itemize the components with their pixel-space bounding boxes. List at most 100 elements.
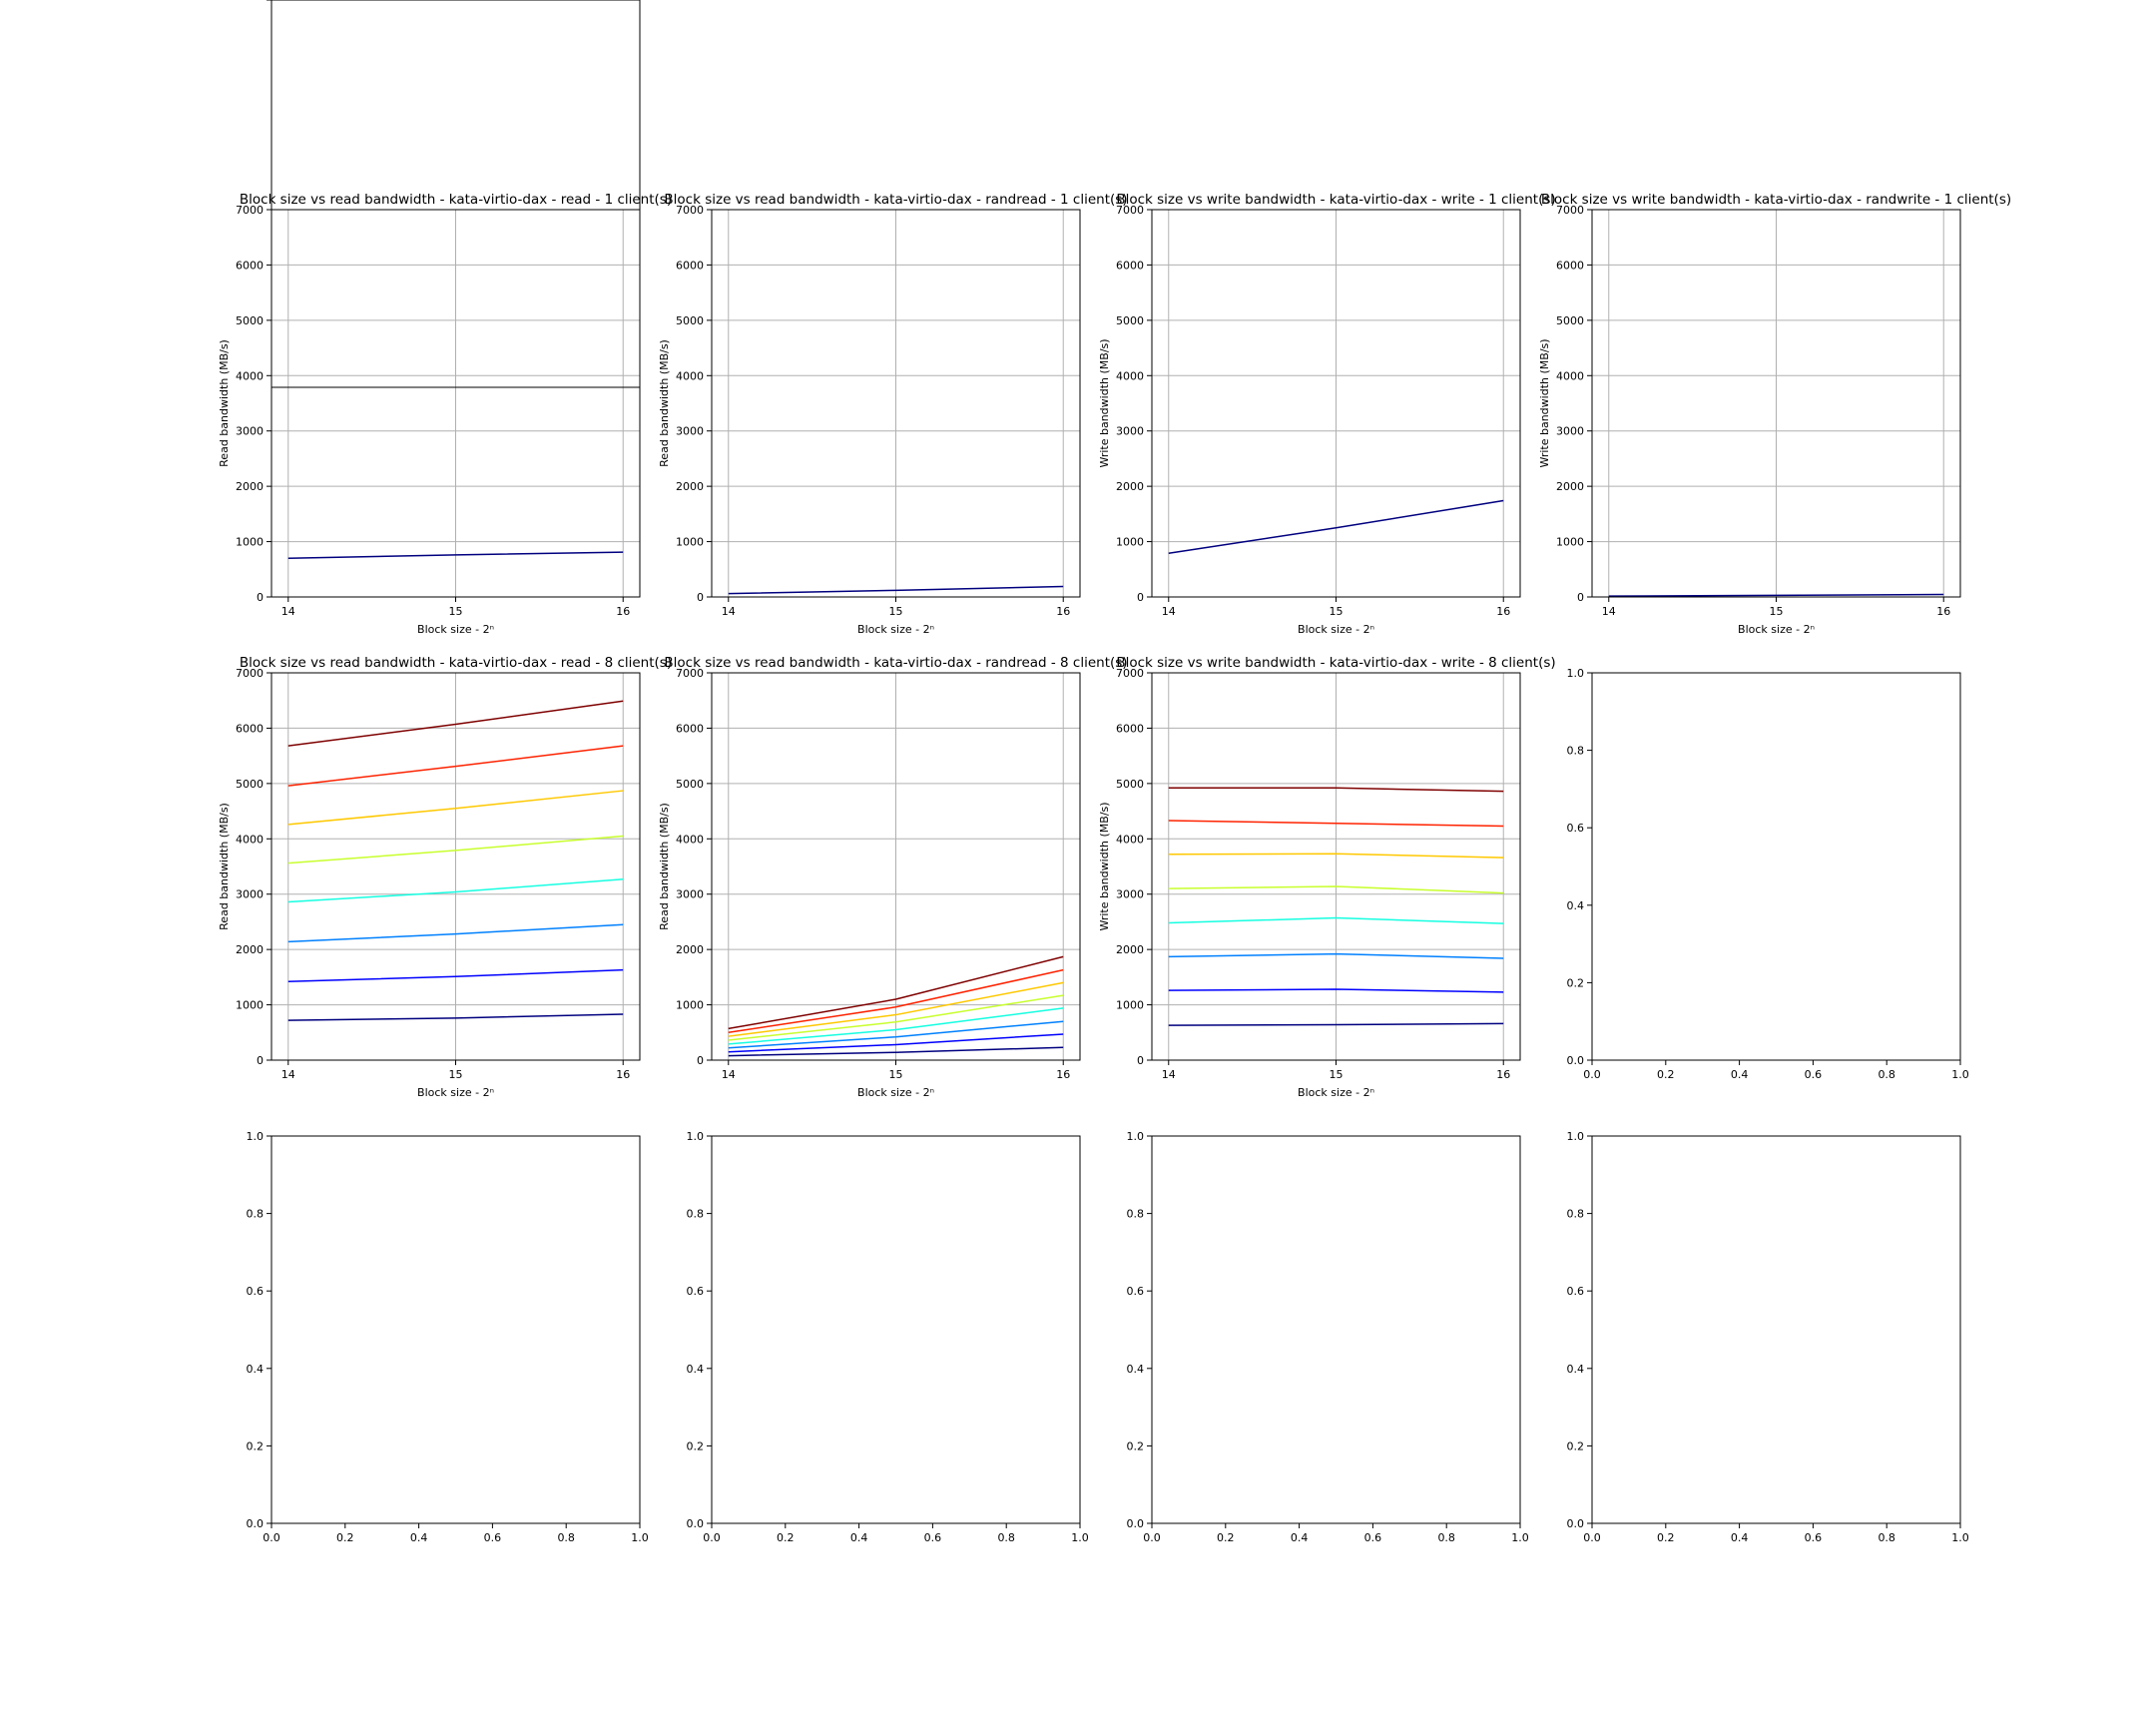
y-tick-label: 2000 bbox=[236, 943, 264, 956]
y-tick-label: 1000 bbox=[1556, 536, 1584, 549]
y-tick-label: 6000 bbox=[1116, 259, 1144, 272]
x-tick-label: 15 bbox=[889, 1068, 903, 1081]
x-tick-label: 0.2 bbox=[336, 0, 354, 3]
x-tick-label: 16 bbox=[616, 1068, 630, 1081]
y-axis-label: Read bandwidth (MB/s) bbox=[218, 339, 231, 467]
axes-frame bbox=[1591, 672, 1961, 1061]
x-tick-label: 14 bbox=[1602, 605, 1616, 618]
y-tick-label: 7000 bbox=[676, 667, 704, 680]
x-tick-label: 1.0 bbox=[631, 0, 649, 3]
y-tick-label: 0 bbox=[697, 591, 704, 604]
y-tick-label: 4000 bbox=[1556, 369, 1584, 382]
series-line-1 bbox=[287, 1013, 624, 1021]
y-tick-label: 5000 bbox=[236, 314, 264, 327]
y-tick-label: 0.0 bbox=[247, 1517, 265, 1530]
x-tick-label: 14 bbox=[281, 1068, 295, 1081]
y-tick-label: 6000 bbox=[676, 259, 704, 272]
series-line-8 bbox=[1168, 787, 1504, 793]
series-line-2 bbox=[1168, 988, 1504, 993]
x-axis-label: Block size - 2ⁿ bbox=[857, 1086, 934, 1099]
x-tick-label: 1.0 bbox=[1071, 1531, 1089, 1544]
x-tick-label: 0.0 bbox=[1583, 1068, 1601, 1081]
y-tick-label: 0.8 bbox=[247, 0, 265, 3]
subplot-1: 14 15 1601000200030004000500060007000Block… bbox=[218, 192, 672, 636]
x-tick-label: 0.2 bbox=[1657, 1531, 1675, 1544]
y-tick-label: 5000 bbox=[676, 314, 704, 327]
series-line-4 bbox=[1168, 916, 1504, 924]
series-line-3 bbox=[728, 1020, 1064, 1049]
x-tick-label: 0.4 bbox=[1731, 1068, 1749, 1081]
y-tick-label: 0.8 bbox=[247, 1208, 265, 1221]
y-tick-label: 0.4 bbox=[247, 1363, 265, 1376]
y-tick-label: 0.4 bbox=[247, 0, 265, 3]
y-tick-label: 0.0 bbox=[247, 0, 265, 3]
y-tick-label: 0.4 bbox=[1567, 1363, 1585, 1376]
series-line-1 bbox=[1168, 499, 1504, 554]
y-tick-label: 6000 bbox=[676, 722, 704, 735]
chart-title: Block size vs write bandwidth - kata-vir… bbox=[1541, 192, 2011, 208]
y-tick-label: 1000 bbox=[1116, 999, 1144, 1012]
subplot-10: 0.0 0.2 0.4 0.6 0.8 1.0 0.0 0.2 0.4 0.6 0.8 1.0 bbox=[687, 1130, 1089, 1544]
x-tick-label: 0.4 bbox=[1731, 1531, 1749, 1544]
x-tick-label: 16 bbox=[1496, 605, 1510, 618]
y-tick-label: 0.0 bbox=[1567, 1054, 1585, 1067]
y-tick-label: 1.0 bbox=[247, 1130, 265, 1143]
y-tick-label: 1.0 bbox=[1127, 1130, 1145, 1143]
chart-title: Block size vs read bandwidth - kata-virt… bbox=[664, 655, 1127, 671]
series-line-6 bbox=[728, 981, 1064, 1037]
subplot-13: 0.00.20.40.60.81.00.00.20.40.60.81.0 bbox=[247, 0, 649, 388]
series-line-8 bbox=[728, 955, 1064, 1030]
chart-title: Block size vs read bandwidth - kata-virt… bbox=[240, 655, 672, 671]
subplot-6: 14 15 1601000200030004000500060007000Block… bbox=[658, 655, 1128, 1099]
y-tick-label: 4000 bbox=[1116, 369, 1144, 382]
chart-title: Block size vs read bandwidth - kata-virt… bbox=[664, 192, 1127, 208]
x-tick-label: 0.0 bbox=[703, 1531, 721, 1544]
series-line-8 bbox=[287, 700, 624, 747]
y-tick-label: 5000 bbox=[1116, 314, 1144, 327]
series-line-4 bbox=[287, 878, 624, 903]
x-axis-label: Block size - 2ⁿ bbox=[857, 623, 934, 636]
y-tick-label: 0.4 bbox=[687, 1363, 705, 1376]
x-tick-label: 15 bbox=[1770, 605, 1784, 618]
y-tick-label: 0.2 bbox=[687, 1439, 705, 1452]
x-tick-label: 0.2 bbox=[777, 1531, 795, 1544]
y-tick-label: 0 bbox=[1137, 591, 1144, 604]
y-tick-label: 0.8 bbox=[687, 1208, 705, 1221]
y-tick-label: 7000 bbox=[236, 204, 264, 217]
y-tick-label: 2000 bbox=[236, 480, 264, 493]
axes-frame bbox=[1151, 1135, 1521, 1524]
x-tick-label: 1.0 bbox=[631, 1531, 649, 1544]
y-tick-label: 0.2 bbox=[247, 1439, 265, 1452]
y-tick-label: 7000 bbox=[1116, 204, 1144, 217]
x-tick-label: 14 bbox=[722, 1068, 736, 1081]
y-axis-label: Read bandwidth (MB/s) bbox=[218, 803, 231, 930]
x-tick-label: 0.2 bbox=[1217, 1531, 1235, 1544]
y-tick-label: 1000 bbox=[1116, 536, 1144, 549]
y-tick-label: 0.4 bbox=[1567, 899, 1585, 912]
y-tick-label: 2000 bbox=[676, 480, 704, 493]
subplot-4: 14 15 1601000200030004000500060007000Block… bbox=[1538, 192, 2011, 636]
y-axis-label: Read bandwidth (MB/s) bbox=[658, 339, 671, 467]
y-tick-label: 0.2 bbox=[247, 0, 265, 3]
series-line-6 bbox=[287, 790, 624, 826]
x-tick-label: 0.4 bbox=[410, 1531, 428, 1544]
y-tick-label: 0.6 bbox=[247, 1285, 265, 1298]
series-line-1 bbox=[287, 551, 624, 559]
y-tick-label: 0 bbox=[1577, 591, 1584, 604]
x-tick-label: 1.0 bbox=[1951, 1068, 1969, 1081]
y-axis-label: Read bandwidth (MB/s) bbox=[658, 803, 671, 930]
series-line-3 bbox=[1168, 952, 1504, 959]
y-tick-label: 0.4 bbox=[1127, 1363, 1145, 1376]
series-line-5 bbox=[728, 994, 1064, 1041]
y-tick-label: 0.2 bbox=[1127, 1439, 1145, 1452]
x-tick-label: 15 bbox=[889, 605, 903, 618]
x-axis-label: Block size - 2ⁿ bbox=[417, 623, 494, 636]
y-tick-label: 6000 bbox=[1556, 259, 1584, 272]
series-line-7 bbox=[728, 968, 1064, 1034]
y-tick-label: 0.8 bbox=[1127, 1208, 1145, 1221]
x-tick-label: 1.0 bbox=[1951, 1531, 1969, 1544]
axes-frame bbox=[270, 0, 641, 388]
y-tick-label: 3000 bbox=[1116, 425, 1144, 438]
y-tick-label: 2000 bbox=[1116, 943, 1144, 956]
